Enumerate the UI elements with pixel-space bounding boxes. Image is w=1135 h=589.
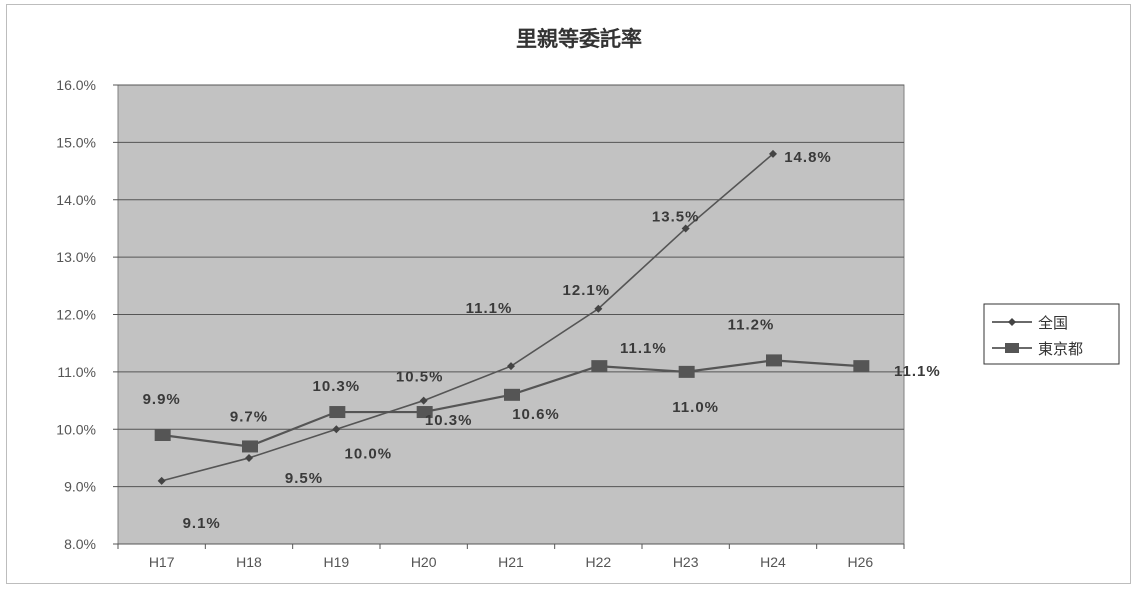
data-point (853, 360, 870, 373)
y-tick-label: 12.0% (56, 307, 96, 323)
x-tick-label: H26 (847, 554, 873, 570)
chart-title: 里親等委託率 (516, 27, 642, 51)
y-tick-label: 9.0% (64, 479, 96, 495)
data-point (419, 396, 428, 405)
y-tick-label: 11.0% (57, 364, 96, 380)
data-label: 14.8% (784, 149, 832, 166)
data-point (766, 354, 782, 367)
data-label: 12.1% (563, 282, 611, 299)
x-tick-label: H21 (498, 554, 524, 570)
data-point (245, 453, 253, 462)
x-tick-label: H18 (236, 554, 262, 570)
data-point (242, 440, 258, 453)
data-point (329, 406, 346, 419)
x-tick-label: H23 (673, 554, 699, 570)
data-label: 11.1% (894, 363, 941, 380)
series-group (154, 149, 870, 485)
data-point (332, 425, 341, 434)
y-axis-ticks: 8.0% 9.0% 10.0% 11.0% 12.0% 13.0% 14.0% 15.0% 16… (56, 77, 118, 552)
data-label: 10.3% (425, 412, 473, 429)
data-label: 10.6% (512, 406, 560, 423)
data-labels: 9.1% 9.5% 10.0% 10.5% 11.1% 12.1% 13.5% 14.8% 9.… (143, 149, 941, 532)
series-line-0 (161, 153, 774, 482)
data-point (591, 360, 608, 373)
legend-marker (1005, 343, 1019, 353)
legend-box (983, 303, 1120, 365)
x-tick-label: H20 (411, 554, 437, 570)
data-point (507, 362, 515, 371)
legend-marker (1008, 318, 1016, 326)
data-point (416, 406, 433, 419)
data-point (678, 365, 695, 378)
data-point (594, 304, 603, 313)
data-label: 9.9% (143, 391, 181, 408)
data-label: 10.3% (313, 378, 361, 395)
y-tick-label: 15.0% (56, 134, 96, 150)
data-label: 10.5% (396, 369, 444, 386)
data-point (504, 388, 520, 401)
data-label: 9.1% (183, 515, 221, 532)
data-point (157, 476, 166, 485)
y-tick-label: 14.0% (56, 192, 96, 208)
y-tick-label: 16.0% (56, 77, 96, 93)
data-point (769, 149, 777, 158)
data-label: 10.0% (345, 445, 393, 462)
data-label: 11.2% (728, 316, 775, 333)
data-label: 11.0% (672, 399, 719, 416)
data-point (154, 428, 171, 441)
grid-lines (118, 84, 904, 545)
data-label: 9.7% (230, 408, 268, 425)
y-tick-label: 13.0% (56, 249, 96, 265)
data-label: 11.1% (466, 300, 513, 317)
x-axis-ticks: H17 H18 H19 H20 H21 H22 H23 H24 H26 (117, 544, 905, 570)
x-tick-label: H17 (149, 554, 175, 570)
x-tick-label: H22 (585, 554, 611, 570)
y-tick-label: 10.0% (56, 421, 96, 437)
x-tick-label: H24 (760, 554, 786, 570)
data-point (681, 224, 690, 233)
data-label: 13.5% (652, 208, 700, 225)
y-tick-label: 8.0% (64, 536, 96, 552)
legend-label: 全国 (1038, 314, 1068, 332)
data-label: 9.5% (285, 470, 323, 487)
legend-label: 東京都 (1038, 340, 1083, 358)
data-label: 11.1% (620, 340, 667, 357)
x-tick-label: H19 (323, 554, 349, 570)
